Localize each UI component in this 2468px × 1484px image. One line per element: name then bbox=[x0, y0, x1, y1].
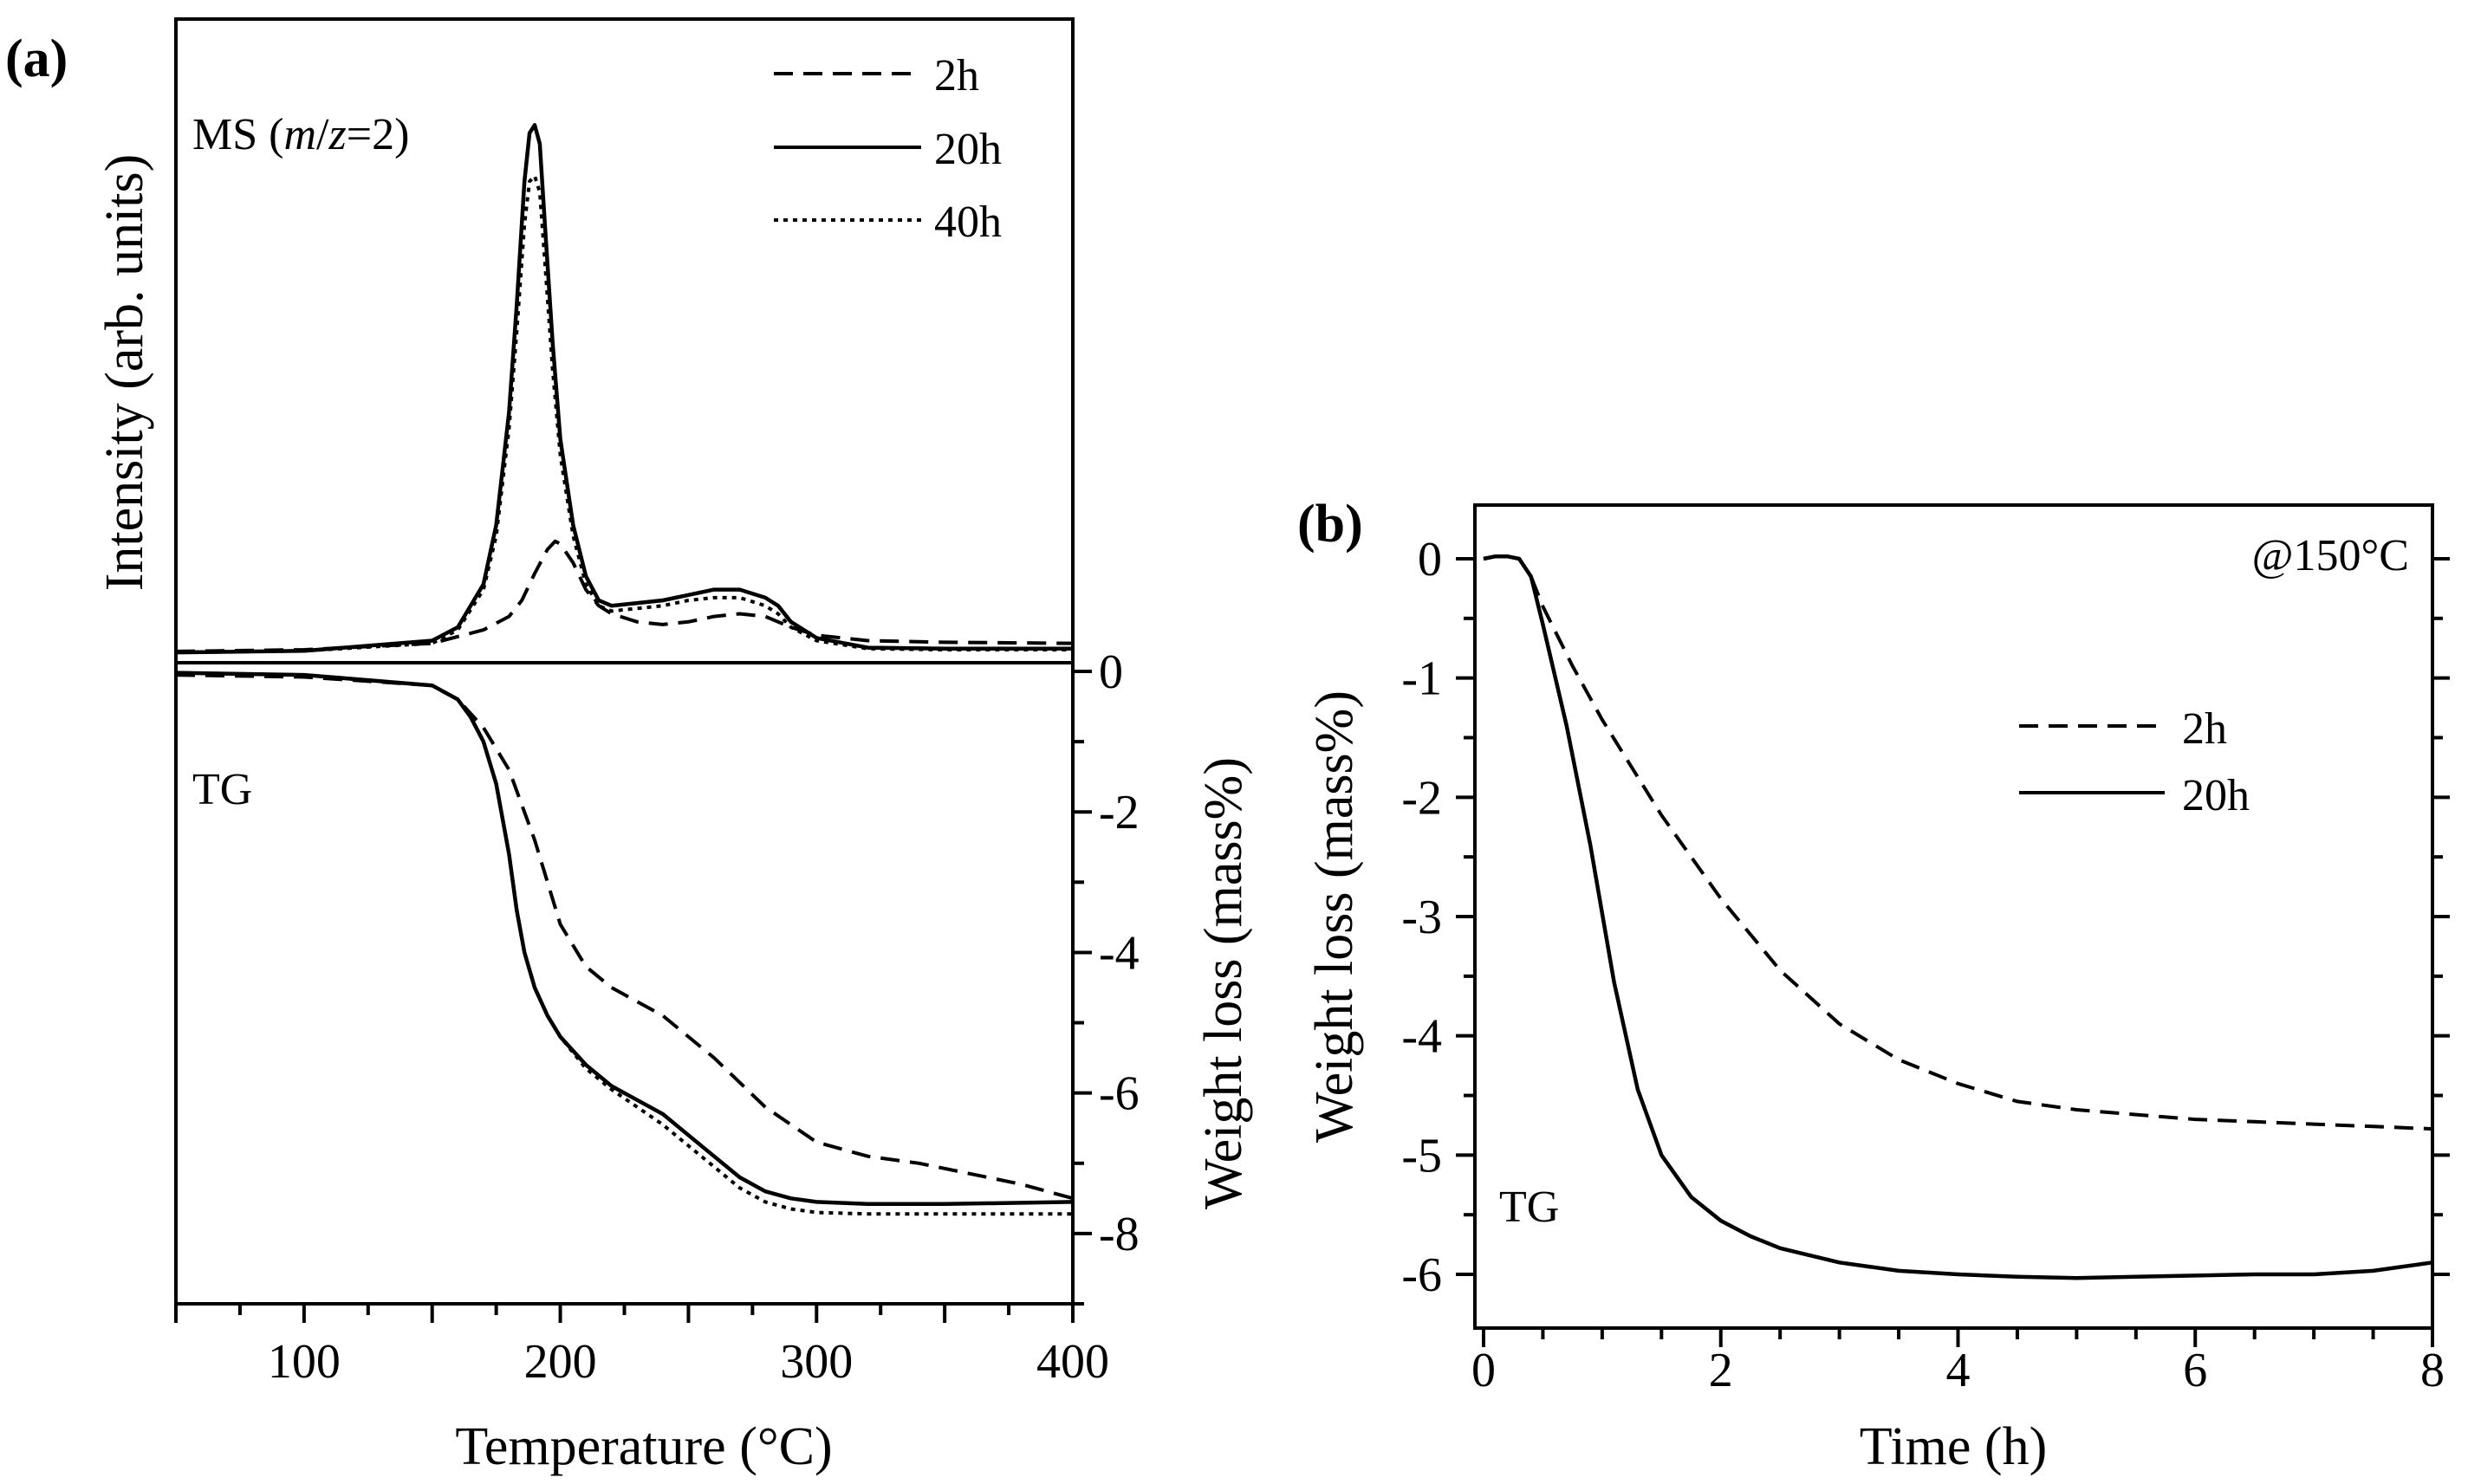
a-tg-series-2h bbox=[175, 673, 1074, 1201]
tg-b-legend-label-20h: 20h bbox=[2182, 771, 2250, 820]
tg-a-ytick-label: -4 bbox=[1099, 926, 1140, 980]
tg-a-ytick-label: 0 bbox=[1099, 645, 1123, 699]
a-tg-series-40h bbox=[175, 671, 1073, 1216]
tg-a-ylabel: Weight loss (mass%) bbox=[1194, 757, 1253, 1209]
tg-b-ytick-label: -6 bbox=[1401, 1248, 1442, 1302]
tg-b-legend: 2h 20h bbox=[2019, 704, 2250, 820]
tg-a-ytick-label: -6 bbox=[1099, 1067, 1140, 1121]
tg-b-ylabel: Weight loss (mass%) bbox=[1305, 690, 1364, 1143]
ms-legend-label-20h: 20h bbox=[934, 125, 1002, 174]
tg-a-series-group bbox=[175, 671, 1074, 1216]
tg-a-ytick-label: -8 bbox=[1099, 1208, 1140, 1261]
tg-a-xtick-label: 400 bbox=[1036, 1335, 1109, 1389]
b-tg-series-20h bbox=[1483, 554, 2433, 1280]
tg-a-ytick-label: -2 bbox=[1099, 786, 1140, 839]
a-ms-series-40h bbox=[175, 174, 1073, 655]
ms-series-group bbox=[175, 123, 1074, 655]
ms-title-part: / bbox=[316, 110, 329, 159]
tg-b-xtick-label: 8 bbox=[2420, 1344, 2445, 1397]
tg-a-xtick-label: 100 bbox=[268, 1335, 341, 1389]
tg-a-xlabel: Temperature (°C) bbox=[455, 1417, 832, 1476]
ms-legend-label-40h: 40h bbox=[934, 198, 1002, 247]
tg-b-ytick-label: -5 bbox=[1401, 1129, 1442, 1183]
tg-b-xtick-label: 2 bbox=[1709, 1344, 1733, 1397]
tg-b-ytick-label: -4 bbox=[1401, 1010, 1442, 1064]
tg-b-xtick-label: 0 bbox=[1471, 1344, 1496, 1397]
panel-a-ticks: 100 200 300 400 0 -2 -4 -6 -8 bbox=[174, 645, 1140, 1389]
panel-b: @150°C TG 2h 20h Weight loss (mass%) Tim… bbox=[1305, 503, 2450, 1476]
ms-legend-label-2h: 2h bbox=[934, 51, 979, 100]
tg-a-xtick-label: 200 bbox=[524, 1335, 597, 1389]
tg-b-series-group bbox=[1483, 554, 2433, 1280]
a-ms-series-2h bbox=[175, 539, 1074, 653]
ms-title-part: z bbox=[328, 110, 347, 159]
tg-a-title: TG bbox=[192, 765, 252, 814]
panel-b-frame bbox=[1473, 503, 2434, 1330]
tg-b-ytick-label: 0 bbox=[1418, 533, 1442, 586]
ms-title-part: =2) bbox=[347, 110, 410, 159]
panel-a: MS (m/z=2) 2h 20h 40h Intensity (arb. un… bbox=[95, 17, 1253, 1476]
panel-a-label: (a) bbox=[5, 29, 68, 88]
tg-b-xtick-label: 4 bbox=[1946, 1344, 1971, 1397]
panel-a-tg-frame bbox=[174, 661, 1075, 1306]
tg-b-xtick-label: 6 bbox=[2183, 1344, 2207, 1397]
tg-b-ytick-label: -1 bbox=[1401, 652, 1442, 706]
panel-b-ticks: 0 2 4 6 8 0 -1 -2 -3 -4 -5 -6 bbox=[1401, 533, 2450, 1397]
panel-b-label: (b) bbox=[1297, 495, 1363, 554]
a-ms-series-20h bbox=[175, 123, 1073, 655]
tg-a-xtick-label: 300 bbox=[780, 1335, 853, 1389]
tg-b-legend-label-2h: 2h bbox=[2182, 704, 2227, 754]
tg-b-title: TG bbox=[1499, 1183, 1559, 1232]
a-tg-series-20h bbox=[175, 671, 1074, 1207]
ms-title: MS (m/z=2) bbox=[192, 110, 409, 159]
ms-legend: 2h 20h 40h bbox=[774, 51, 1002, 247]
temperature-annotation: @150°C bbox=[2252, 531, 2409, 580]
tg-b-ytick-label: -2 bbox=[1401, 771, 1442, 825]
ms-ylabel: Intensity (arb. units) bbox=[95, 154, 154, 592]
tg-b-ytick-label: -3 bbox=[1401, 891, 1442, 944]
ms-title-part: m bbox=[283, 110, 316, 159]
tg-b-xlabel: Time (h) bbox=[1860, 1417, 2047, 1476]
ms-title-part: MS ( bbox=[192, 110, 283, 159]
